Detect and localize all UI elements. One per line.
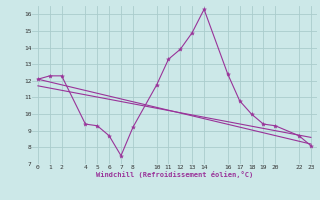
X-axis label: Windchill (Refroidissement éolien,°C): Windchill (Refroidissement éolien,°C) — [96, 171, 253, 178]
